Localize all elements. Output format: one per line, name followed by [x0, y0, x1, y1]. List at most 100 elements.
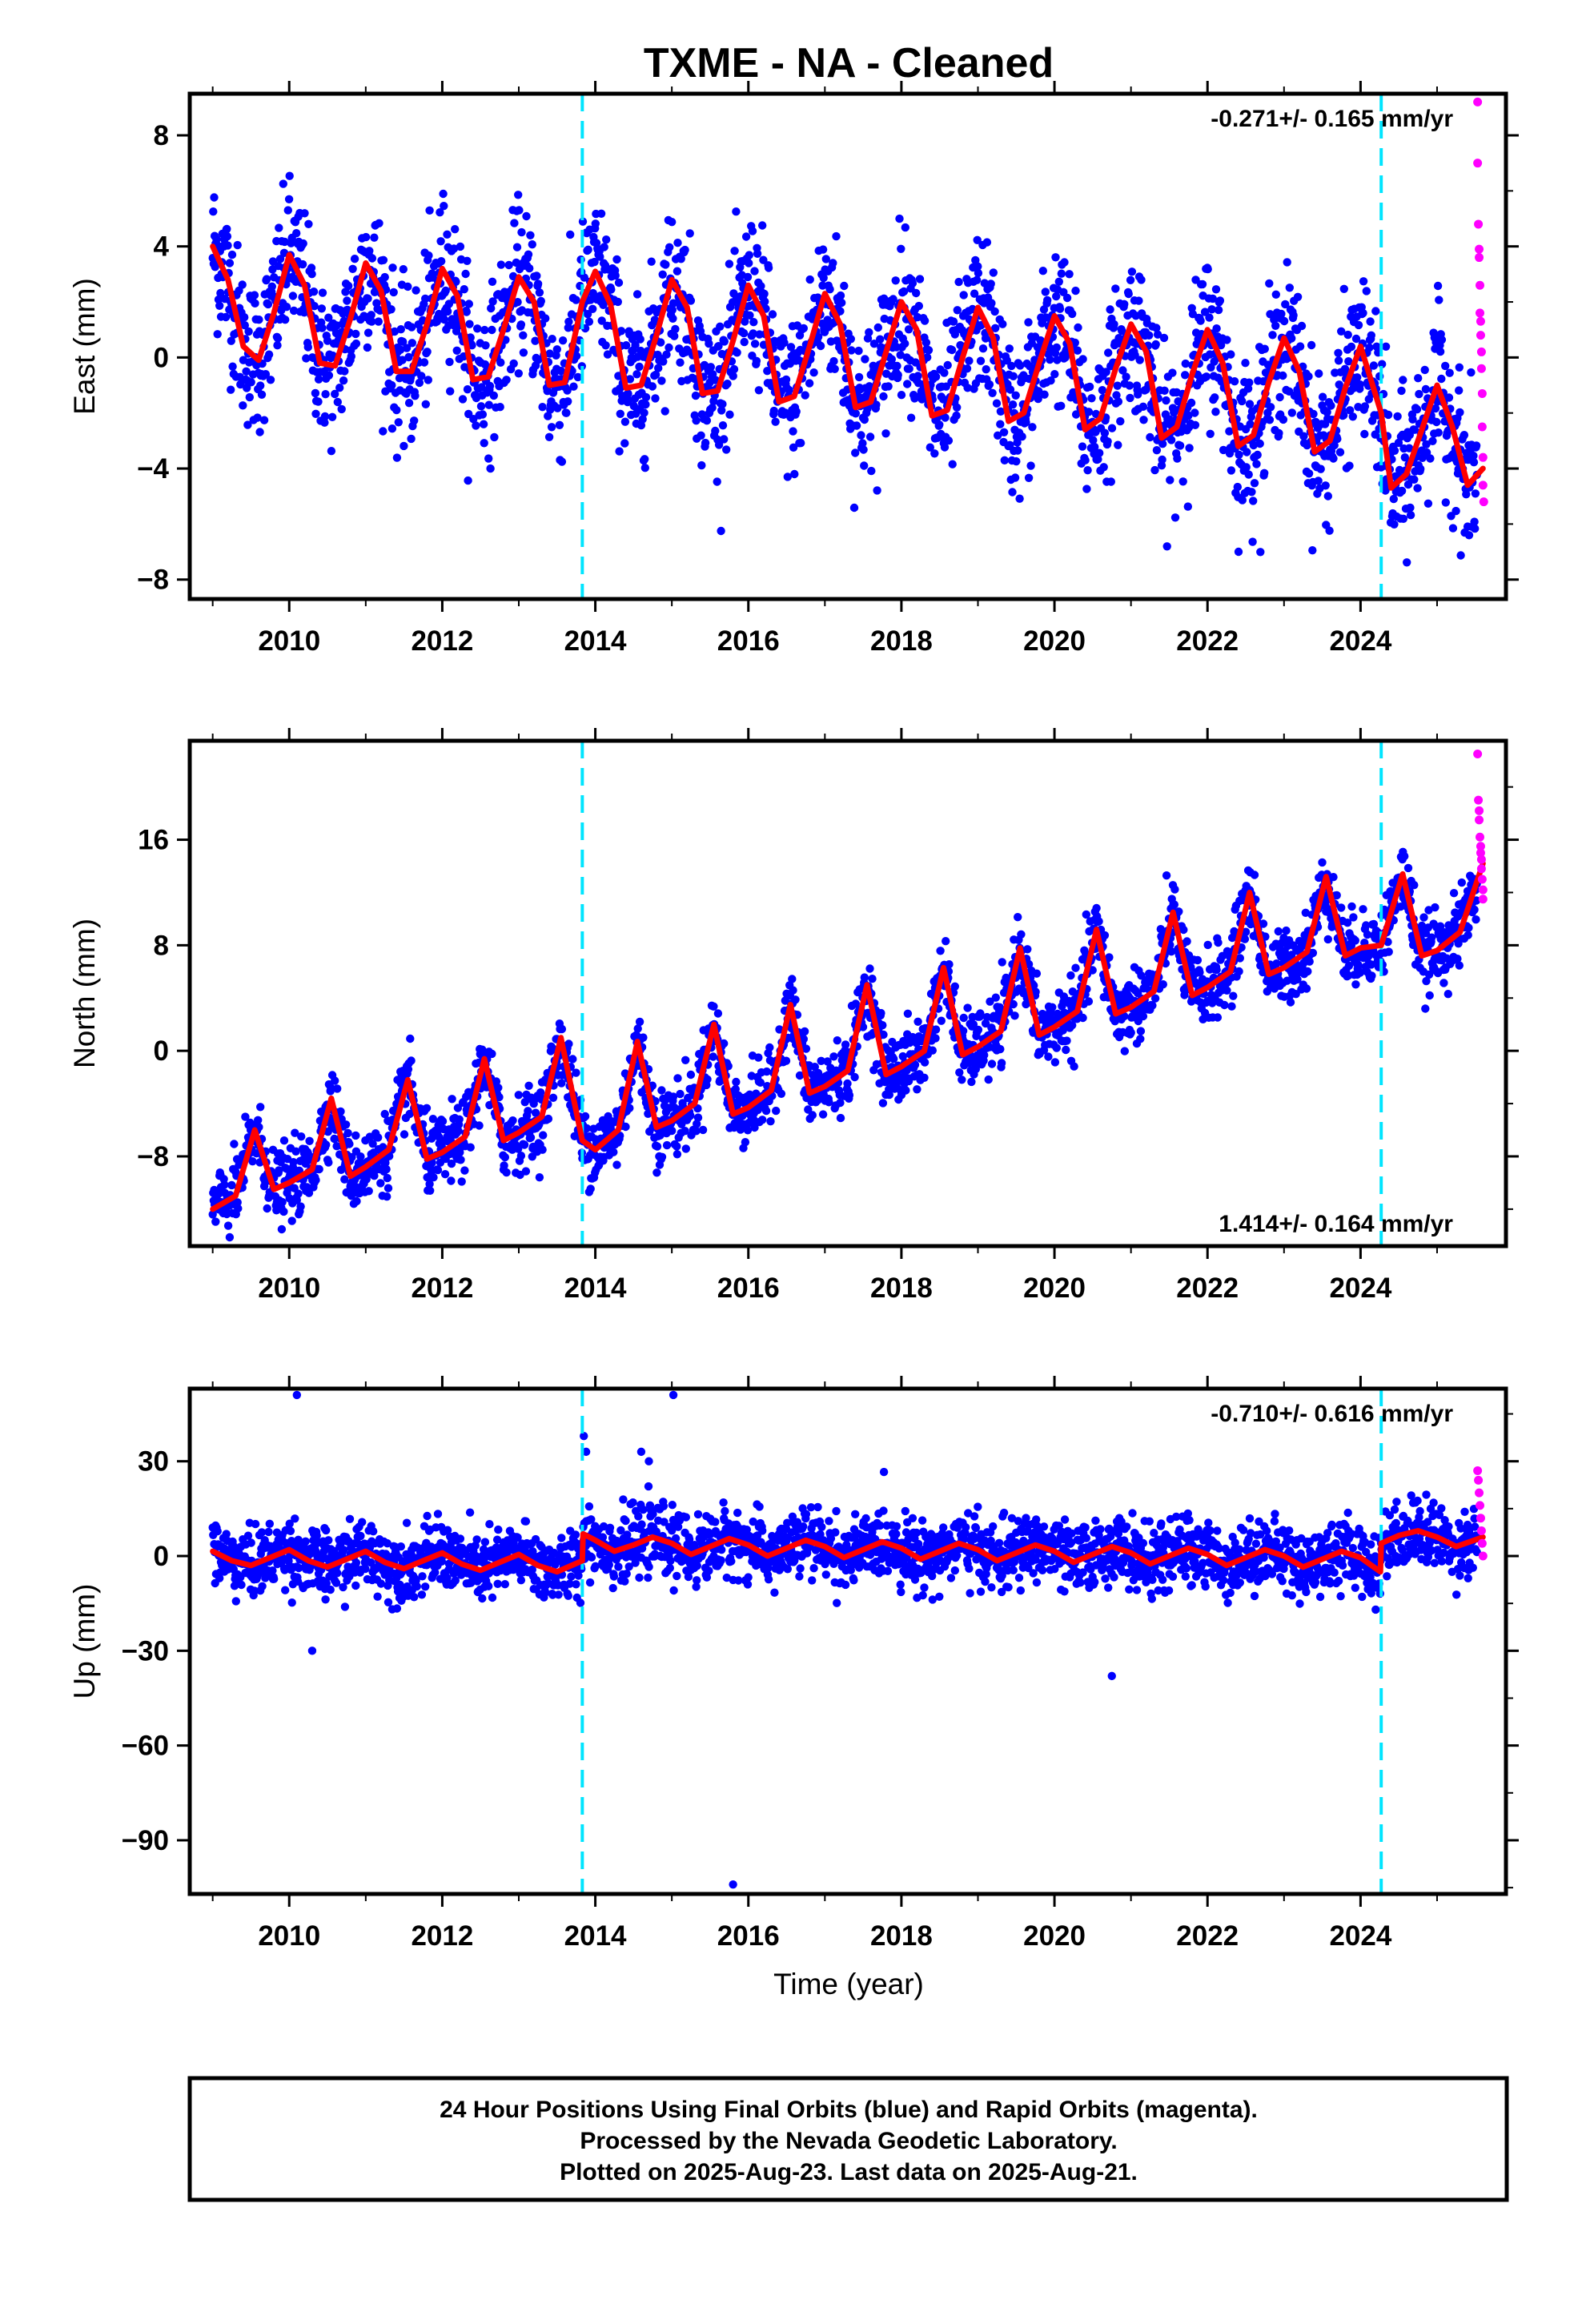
final-orbit-point: [314, 375, 323, 384]
final-orbit-point: [635, 1017, 644, 1027]
final-orbit-point: [488, 325, 496, 335]
final-orbit-point: [225, 1232, 235, 1242]
final-orbit-point: [562, 408, 571, 417]
final-orbit-point: [781, 375, 791, 384]
final-orbit-point: [971, 255, 980, 265]
final-orbit-point: [1321, 481, 1330, 490]
final-orbit-point: [1250, 870, 1259, 879]
final-orbit-point: [225, 259, 235, 267]
final-orbit-point: [725, 410, 734, 419]
final-orbit-point: [851, 409, 861, 418]
final-orbit-point: [480, 325, 489, 335]
final-orbit-point: [1279, 415, 1288, 424]
final-orbit-point: [243, 384, 251, 392]
final-orbit-point: [668, 305, 677, 315]
final-orbit-point: [809, 368, 818, 377]
final-orbit-point: [1318, 392, 1327, 401]
final-orbit-point: [1397, 386, 1406, 396]
final-orbit-point: [906, 413, 916, 422]
final-orbit-point: [547, 423, 556, 432]
final-orbit-point: [304, 1188, 314, 1197]
final-orbit-point: [600, 243, 608, 251]
final-orbit-point: [487, 304, 496, 313]
final-orbit-point: [1000, 456, 1010, 464]
final-orbit-point: [673, 239, 682, 247]
final-orbit-point: [940, 368, 949, 377]
final-orbit-point: [1469, 451, 1478, 460]
final-orbit-point: [1068, 309, 1077, 319]
final-orbit-point: [1381, 342, 1391, 351]
final-orbit-point: [1431, 404, 1440, 413]
final-orbit-point: [455, 1115, 464, 1124]
final-orbit-point: [364, 1187, 373, 1196]
final-orbit-point: [500, 1152, 509, 1162]
final-orbit-point: [959, 291, 968, 300]
final-orbit-point: [661, 407, 669, 416]
final-orbit-point: [1125, 381, 1134, 390]
final-orbit-point: [978, 344, 988, 353]
final-orbit-point: [741, 317, 749, 326]
final-orbit-point: [435, 1132, 444, 1141]
final-orbit-point: [1137, 275, 1146, 284]
final-orbit-point: [641, 392, 651, 402]
final-orbit-point: [263, 300, 273, 309]
final-orbit-point: [921, 338, 931, 347]
final-orbit-point: [1203, 264, 1212, 274]
final-orbit-point: [625, 375, 635, 384]
final-orbit-point: [749, 329, 757, 338]
final-orbit-point: [1196, 316, 1205, 325]
final-orbit-point: [1024, 473, 1034, 482]
final-orbit-point: [718, 421, 728, 430]
final-orbit-point: [944, 436, 954, 445]
x-tick-label: 2012: [411, 625, 473, 657]
final-orbit-point: [1260, 468, 1269, 477]
final-orbit-point: [860, 415, 869, 424]
final-orbit-point: [544, 412, 552, 420]
final-orbit-point: [552, 345, 561, 354]
final-orbit-point: [1245, 400, 1255, 408]
final-orbit-point: [992, 399, 1002, 408]
final-orbit-point: [952, 411, 961, 420]
final-orbit-point: [317, 304, 326, 313]
final-orbit-point: [1113, 381, 1122, 390]
final-orbit-point: [791, 995, 800, 1004]
final-orbit-point: [1202, 372, 1211, 381]
final-orbit-point: [1345, 406, 1355, 415]
final-orbit-point: [1246, 420, 1255, 428]
rapid-orbit-point: [1476, 316, 1485, 326]
final-orbit-point: [1034, 394, 1042, 404]
final-orbit-point: [825, 285, 834, 294]
final-orbit-point: [638, 415, 647, 424]
final-orbit-point: [836, 307, 845, 316]
final-orbit-point: [1212, 324, 1221, 333]
final-orbit-point: [915, 275, 925, 283]
final-orbit-point: [233, 1198, 242, 1207]
final-orbit-point: [760, 289, 769, 299]
final-orbit-point: [665, 343, 673, 352]
final-orbit-point: [958, 1076, 966, 1084]
final-orbit-point: [877, 1008, 885, 1018]
final-orbit-point: [275, 1166, 283, 1175]
final-orbit-point: [954, 277, 963, 287]
final-orbit-point: [850, 1072, 859, 1082]
final-orbit-point: [383, 1192, 391, 1201]
final-orbit-point: [931, 372, 941, 381]
final-orbit-point: [1168, 368, 1177, 377]
final-orbit-point: [889, 1055, 898, 1063]
final-orbit-point: [1006, 385, 1015, 394]
x-tick-label: 2022: [1176, 625, 1239, 657]
final-orbit-point: [387, 305, 396, 314]
final-orbit-point: [1043, 296, 1052, 305]
final-orbit-point: [936, 947, 945, 955]
final-orbit-point: [621, 341, 631, 350]
final-orbit-point: [1247, 488, 1256, 497]
final-orbit-point: [599, 300, 608, 309]
final-orbit-point: [928, 1046, 938, 1055]
x-tick-label: 2018: [870, 625, 933, 657]
final-orbit-point: [833, 1036, 842, 1045]
x-tick-label: 2016: [717, 625, 780, 657]
final-orbit-point: [1471, 524, 1480, 533]
final-orbit-point: [1083, 466, 1092, 475]
final-orbit-point: [1012, 456, 1021, 466]
